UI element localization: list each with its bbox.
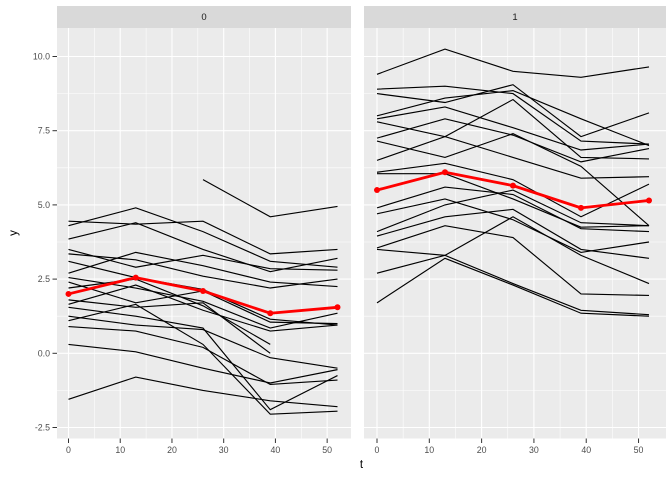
series-line: [376, 136, 650, 179]
series-line: [68, 315, 338, 369]
mean-point: [200, 287, 206, 294]
y-tick-label: 10.0: [33, 52, 50, 62]
facet-strip-0: 0: [57, 6, 351, 28]
series-line: [68, 306, 338, 411]
series-line: [68, 326, 338, 386]
series-line: [376, 198, 650, 253]
series-line: [376, 257, 650, 317]
x-tick-label: 30: [529, 445, 539, 455]
series-line: [68, 207, 338, 268]
series-line: [376, 85, 650, 145]
x-tick-label: 20: [477, 445, 487, 455]
series-line: [376, 84, 650, 138]
series-line: [68, 253, 338, 289]
series-line: [376, 48, 650, 78]
mean-point: [578, 204, 584, 211]
series-line: [68, 220, 338, 255]
series-line: [68, 251, 338, 288]
x-tick-label: 10: [115, 445, 125, 455]
mean-point: [132, 274, 139, 281]
series-line: [376, 216, 650, 285]
x-tick-label: 40: [581, 445, 591, 455]
x-tick-label: 10: [424, 445, 434, 455]
series-line: [68, 303, 338, 415]
mean-point: [442, 169, 448, 176]
mean-point: [510, 182, 516, 189]
facet-strip-label: 0: [201, 11, 207, 23]
mean-point: [374, 187, 380, 194]
series-line: [376, 133, 650, 227]
mean-point: [267, 310, 274, 317]
series-line: [68, 343, 338, 384]
x-tick-label: 0: [66, 445, 71, 455]
series-line: [68, 284, 338, 332]
series-line: [376, 118, 650, 163]
panel-background-1: [364, 28, 666, 439]
series-line: [376, 208, 650, 259]
x-tick-label: 50: [322, 445, 332, 455]
y-tick-label: 5.0: [38, 200, 50, 210]
series-line: [68, 299, 271, 354]
series-line: [376, 186, 650, 233]
y-tick-label: 2.5: [38, 274, 50, 284]
series-line: [376, 106, 650, 151]
mean-point: [65, 290, 72, 297]
x-tick-label: 40: [271, 445, 281, 455]
series-line: [376, 225, 650, 296]
facet-strip-label: 1: [512, 11, 518, 23]
series-line: [68, 278, 271, 345]
x-tick-label: 30: [219, 445, 229, 455]
series-line: [68, 222, 338, 273]
x-tick-label: 0: [375, 445, 380, 455]
x-tick-label: 50: [634, 445, 644, 455]
series-line: [68, 248, 338, 271]
y-tick-label: -2.5: [35, 423, 50, 433]
y-tick-label: 0.0: [38, 348, 50, 358]
x-axis-title: t: [359, 459, 364, 471]
facet-strip-1: 1: [364, 6, 666, 28]
series-line: [376, 254, 650, 316]
series-line: [202, 179, 338, 218]
y-axis-title: y: [8, 230, 20, 236]
y-tick-label: 7.5: [38, 126, 50, 136]
series-line: [68, 376, 338, 408]
mean-point: [646, 197, 652, 204]
mean-point: [334, 304, 341, 311]
series-line: [376, 189, 650, 233]
series-line: [377, 173, 650, 228]
series-line: [376, 90, 650, 147]
panel-background-0: [57, 28, 351, 439]
x-tick-label: 20: [167, 445, 177, 455]
